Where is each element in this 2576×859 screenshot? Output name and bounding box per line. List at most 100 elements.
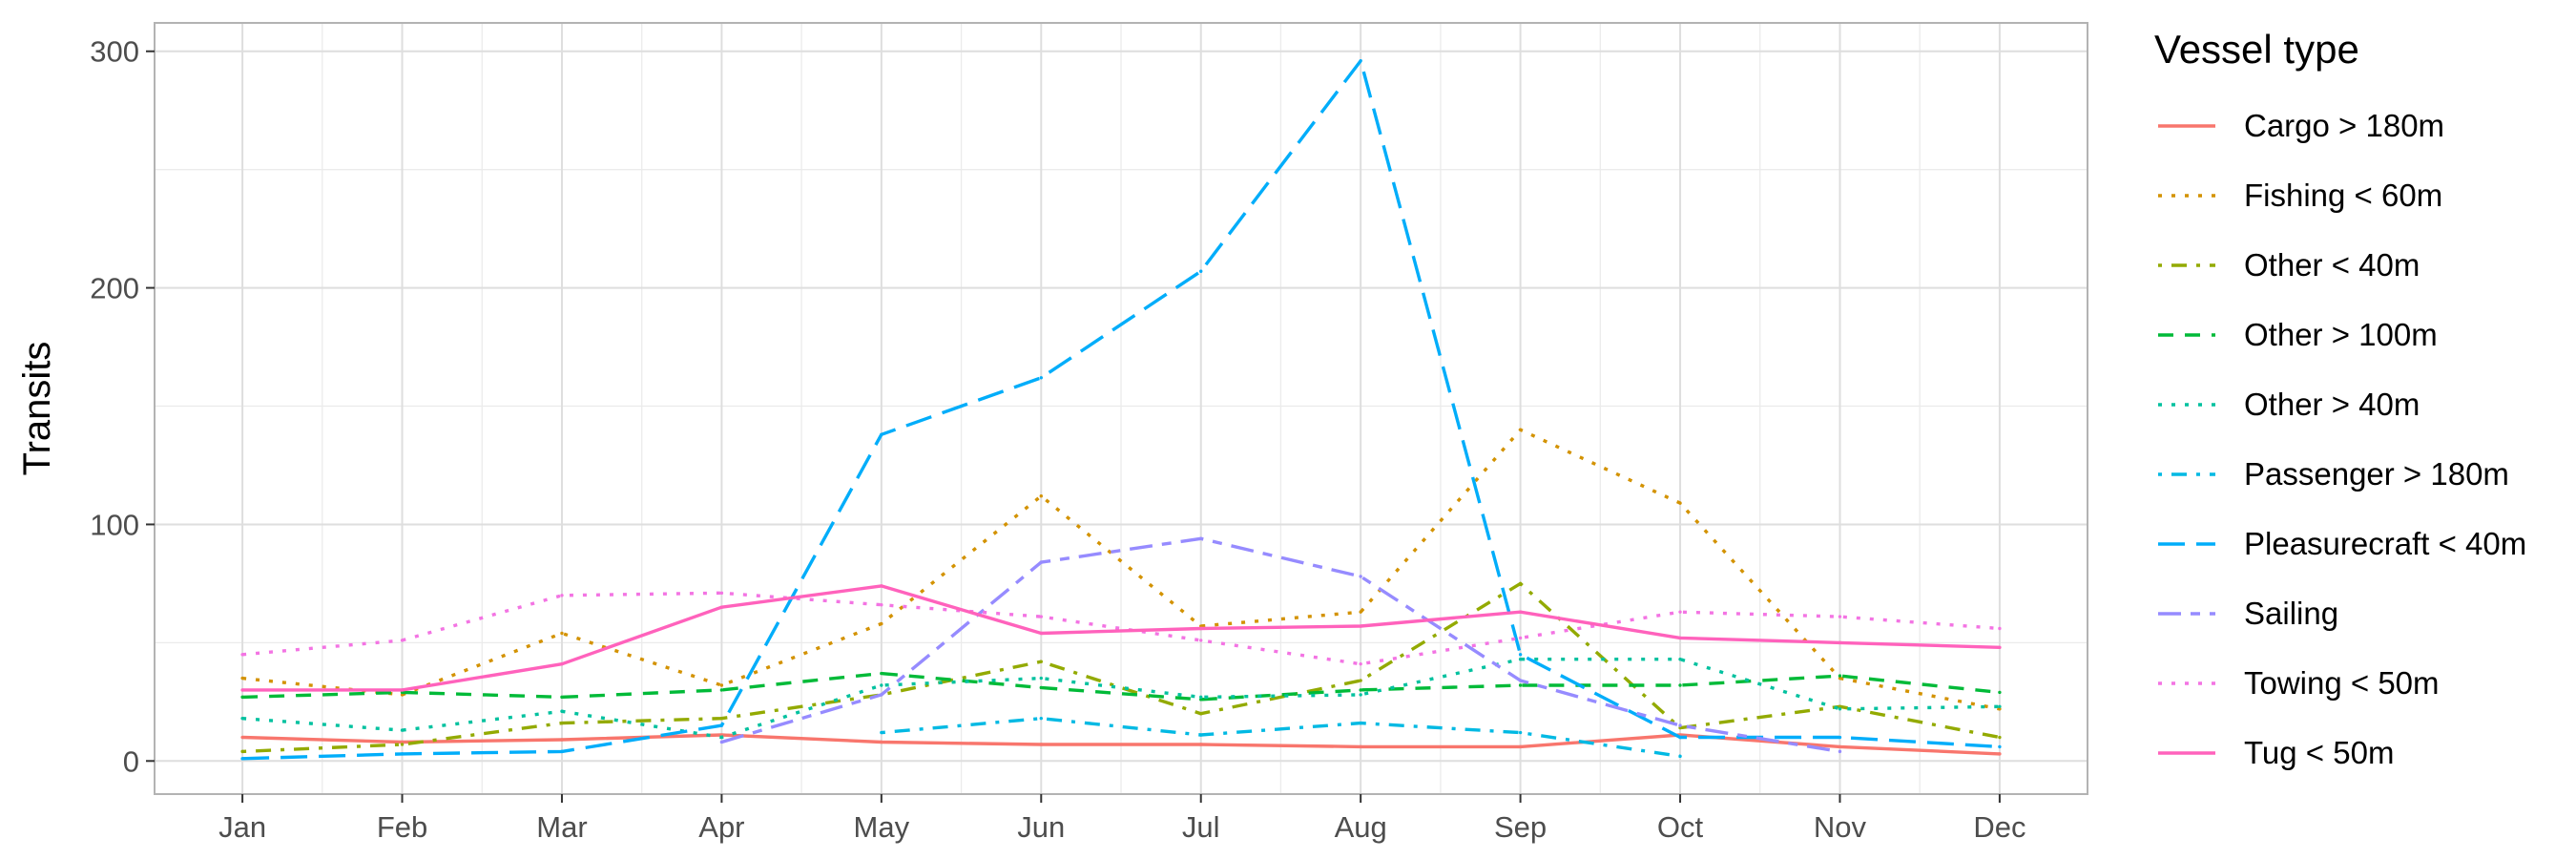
legend-item: Other > 40m — [2158, 387, 2420, 422]
data-point — [400, 752, 405, 756]
x-tick-label: Jun — [1017, 810, 1065, 844]
data-point — [880, 671, 883, 676]
data-point — [1039, 376, 1043, 380]
legend-item: Other > 100m — [2158, 317, 2438, 352]
series-passenger-180m — [880, 716, 1682, 759]
data-point — [240, 757, 244, 761]
legend-label: Other < 40m — [2244, 247, 2420, 283]
data-point — [1359, 688, 1362, 692]
data-point — [1518, 658, 1523, 661]
data-point — [880, 683, 883, 687]
series-towing-50m — [240, 591, 2002, 666]
data-point — [400, 728, 405, 732]
x-tick-label: May — [854, 810, 910, 844]
data-point — [880, 603, 883, 607]
legend-item: Cargo > 180m — [2158, 108, 2444, 143]
grid — [155, 23, 2088, 794]
data-point — [1838, 749, 1842, 754]
data-point — [560, 631, 564, 636]
data-point — [1199, 695, 1203, 700]
data-point — [560, 738, 564, 742]
legend-label: Tug < 50m — [2244, 735, 2394, 770]
series-line — [241, 428, 2001, 711]
legend-item: Fishing < 60m — [2158, 178, 2442, 213]
data-point — [240, 716, 244, 721]
data-point — [560, 661, 564, 666]
data-point — [1838, 640, 1842, 645]
data-point — [560, 709, 564, 713]
data-point — [719, 683, 724, 687]
data-point — [1678, 683, 1682, 687]
data-point — [1359, 744, 1362, 749]
data-point — [1359, 58, 1362, 63]
data-point — [719, 605, 724, 609]
data-point — [1678, 610, 1682, 614]
data-point — [1518, 636, 1523, 640]
data-point — [719, 735, 724, 740]
data-point — [1039, 676, 1043, 681]
data-point — [1199, 743, 1203, 746]
data-point — [1998, 744, 2002, 749]
series-line — [242, 59, 2001, 761]
data-point — [1199, 639, 1203, 642]
series-other-100m — [240, 671, 2002, 702]
data-point — [1838, 744, 1842, 749]
data-point — [1039, 560, 1043, 564]
y-tick-label: 300 — [90, 35, 139, 69]
data-point — [1678, 735, 1682, 740]
data-point — [1678, 636, 1682, 640]
data-point — [1039, 494, 1043, 498]
y-axis-title: Transits — [16, 342, 58, 476]
data-point — [400, 740, 405, 744]
data-point — [1518, 581, 1523, 586]
x-tick-label: Mar — [536, 810, 587, 844]
series-line — [242, 581, 2001, 754]
data-point — [1039, 685, 1043, 690]
x-tick-label: Jul — [1182, 810, 1220, 844]
data-point — [560, 749, 564, 754]
data-point — [1039, 615, 1043, 618]
x-tick-label: Aug — [1335, 810, 1387, 844]
series-pleasurecraft-40m — [240, 58, 2002, 761]
data-point — [719, 723, 724, 727]
legend-item: Sailing — [2158, 596, 2338, 631]
series-sailing — [719, 536, 1842, 754]
data-point — [240, 735, 244, 740]
legend-item: Towing < 50m — [2158, 665, 2440, 701]
data-point — [1359, 610, 1362, 614]
data-point — [1199, 536, 1203, 541]
data-point — [240, 653, 244, 657]
data-point — [1678, 658, 1682, 661]
data-point — [719, 740, 724, 744]
data-point — [400, 743, 405, 746]
legend-label: Sailing — [2244, 596, 2338, 631]
data-point — [1359, 624, 1362, 628]
data-point — [719, 591, 724, 596]
legend-label: Towing < 50m — [2244, 665, 2440, 701]
data-point — [880, 584, 883, 588]
data-point — [560, 594, 564, 597]
data-point — [1998, 707, 2002, 711]
data-point — [1039, 631, 1043, 636]
legend-item: Passenger > 180m — [2158, 456, 2509, 492]
data-point — [719, 688, 724, 692]
legend-item: Tug < 50m — [2158, 735, 2394, 770]
data-point — [1199, 269, 1203, 273]
x-tick-label: Apr — [698, 810, 744, 844]
x-tick-label: Nov — [1814, 810, 1867, 844]
series-line — [241, 658, 2000, 740]
series-other-40m — [240, 658, 2002, 740]
data-point — [1678, 723, 1682, 727]
series-layer — [240, 58, 2002, 761]
data-point — [1359, 679, 1362, 682]
data-point — [1359, 721, 1362, 725]
data-point — [1998, 752, 2002, 756]
legend-title: Vessel type — [2154, 27, 2359, 72]
data-point — [240, 749, 244, 754]
data-point — [1199, 698, 1203, 702]
legend-label: Passenger > 180m — [2244, 456, 2509, 492]
data-point — [1039, 743, 1043, 746]
x-tick-label: Dec — [1973, 810, 2025, 844]
data-point — [1998, 645, 2002, 650]
